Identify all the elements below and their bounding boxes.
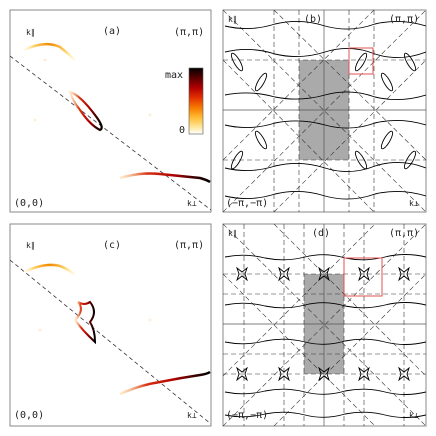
panel-c-corner-bl: (0,0) xyxy=(14,410,44,421)
panel-c-speck xyxy=(38,328,42,332)
panel-d-grid xyxy=(223,224,426,426)
panel-b-kpar: k∥ xyxy=(228,15,237,24)
panel-c-arc-top xyxy=(23,263,76,276)
panel-a-label: (a) xyxy=(103,26,121,37)
panel-d-label: (d) xyxy=(312,228,330,239)
panel-d-corner-bl: (−π,−π) xyxy=(226,410,268,421)
panel-c-label: (c) xyxy=(103,240,121,251)
panel-c-pocket xyxy=(73,300,97,345)
panel-c-kperp: k⊥ xyxy=(187,411,197,420)
panel-b-highlight-box xyxy=(348,47,374,75)
panel-c-corner-tr: (π,π) xyxy=(174,240,204,251)
panel-d-star xyxy=(358,366,370,382)
panel-d-star xyxy=(278,366,290,382)
panel-a-kperp: k⊥ xyxy=(187,199,197,208)
panel-a-diagonal xyxy=(10,55,211,211)
panel-c-speck xyxy=(148,318,152,322)
panel-a-pocket xyxy=(68,90,103,132)
panel-b: k∥ (b) (π,π) (−π,−π) k⊥ xyxy=(222,9,427,213)
panel-d: k∥ (d) (π,π) (−π,−π) k⊥ xyxy=(222,223,427,427)
panel-b-corner-bl: (−π,−π) xyxy=(226,198,268,209)
panel-a-corner-tr: (π,π) xyxy=(174,27,204,38)
panel-d-star xyxy=(318,366,330,382)
panel-d-star xyxy=(398,366,410,382)
panel-c-frame xyxy=(9,223,212,427)
panel-a-speck xyxy=(33,118,37,122)
panel-d-star xyxy=(278,266,290,282)
panel-b-corner-tr: (π,π) xyxy=(389,14,419,25)
panel-b-contours xyxy=(224,21,426,200)
colorbar-min-label: 0 xyxy=(179,125,185,136)
panel-d-corner-tr: (π,π) xyxy=(389,228,419,239)
panel-c-diagonal xyxy=(10,259,211,425)
panel-d-contours xyxy=(224,254,426,418)
panel-d-highlight-box xyxy=(343,257,383,297)
panel-b-label: (b) xyxy=(304,14,322,25)
panel-a-corner-bl: (0,0) xyxy=(14,198,44,209)
panel-a-arc-top xyxy=(23,42,76,61)
panel-a-frame xyxy=(9,9,212,213)
panel-a-arc-bottom xyxy=(119,172,211,184)
panel-a-speck xyxy=(43,58,47,62)
colorbar xyxy=(188,67,204,135)
panel-a-speck xyxy=(148,113,152,117)
panel-d-star xyxy=(318,266,330,282)
panel-b-kperp: k⊥ xyxy=(409,199,419,208)
colorbar-max-label: max xyxy=(165,70,183,81)
panel-d-stars xyxy=(236,266,410,382)
panel-a: max 0 k∥ (a) (π,π) (0,0) k⊥ xyxy=(9,9,212,213)
panel-d-star xyxy=(398,266,410,282)
panel-c: k∥ (c) (π,π) (0,0) k⊥ xyxy=(9,223,212,427)
panel-d-star xyxy=(236,366,248,382)
panel-d-star xyxy=(358,266,370,282)
panel-d-star xyxy=(236,266,248,282)
panel-c-arc-bottom xyxy=(119,370,211,396)
panel-a-kpar: k∥ xyxy=(26,28,35,37)
panel-d-kpar: k∥ xyxy=(228,229,237,238)
panel-c-kpar: k∥ xyxy=(26,241,35,250)
panel-b-grid xyxy=(223,10,426,212)
panel-d-kperp: k⊥ xyxy=(409,411,419,420)
